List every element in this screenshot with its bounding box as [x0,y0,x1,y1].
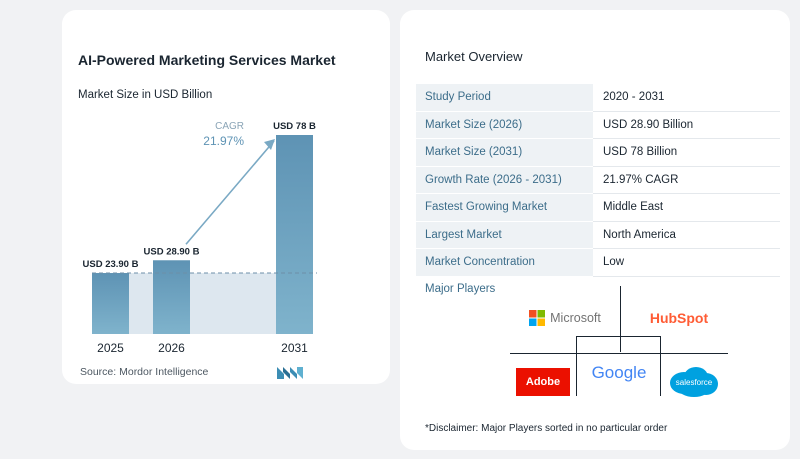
x-tick-label: 2025 [97,341,124,355]
hubspot-wordmark: HubSpot [649,310,709,326]
bar [276,135,313,334]
adobe-logo: Adobe [516,368,570,396]
row-label: Market Size (2031) [416,138,593,167]
overview-title: Market Overview [425,49,523,64]
bar [153,260,190,334]
table-row: Market Size (2026) USD 28.90 Billion [416,111,780,139]
row-value: Low [593,248,780,277]
grid-divider [576,336,661,337]
table-row: Market Size (2031) USD 78 Billion [416,138,780,167]
mordor-intelligence-logo [277,367,303,379]
major-players-grid: Microsoft HubSpot Adobe Google salesforc… [400,10,790,450]
cagr-arrow-line [185,140,275,245]
grid-divider [620,286,621,352]
chart-title: AI-Powered Marketing Services Market [78,52,336,68]
row-label: Largest Market [416,221,593,249]
grid-divider [660,336,661,396]
row-label: Fastest Growing Market [416,193,593,222]
grid-divider [510,353,728,354]
disclaimer-text: *Disclaimer: Major Players sorted in no … [425,423,668,434]
row-label: Market Size (2026) [416,111,593,139]
row-label: Study Period [416,84,593,112]
grid-divider [576,336,577,396]
row-value: USD 78 Billion [593,138,780,167]
row-label: Growth Rate (2026 - 2031) [416,166,593,194]
row-value: 2020 - 2031 [593,84,780,112]
salesforce-logo: salesforce [668,365,720,399]
adobe-wordmark: Adobe [525,376,561,388]
major-players-title: Major Players [425,283,496,295]
chart-source: Source: Mordor Intelligence [80,366,209,378]
chart-subtitle: Market Size in USD Billion [78,89,213,101]
table-row: Growth Rate (2026 - 2031) 21.97% CAGR [416,166,780,194]
bar-value-label: USD 28.90 B [144,246,200,257]
table-row: Market Concentration Low [416,248,780,277]
row-value: North America [593,221,780,249]
bar-value-label: USD 23.90 B [83,259,139,270]
market-overview-panel: Market Overview Study Period 2020 - 2031 … [400,10,790,450]
x-tick-label: 2026 [158,341,185,355]
row-value: 21.97% CAGR [593,166,780,194]
table-row: Fastest Growing Market Middle East [416,193,780,222]
microsoft-squares-icon [529,310,546,326]
microsoft-logo: Microsoft [520,306,610,330]
row-value: USD 28.90 Billion [593,111,780,139]
salesforce-cloud-icon [670,367,718,397]
table-row: Study Period 2020 - 2031 [416,84,780,112]
cagr-label: CAGR [215,121,244,132]
hubspot-logo: HubSpot [638,306,720,330]
row-value: Middle East [593,193,780,222]
google-logo: Google [582,360,656,386]
cagr-value: 21.97% [203,134,244,148]
table-row: Largest Market North America [416,221,780,249]
salesforce-wordmark: salesforce [675,377,713,387]
x-tick-label: 2031 [281,341,308,355]
bar-value-label: USD 78 B [273,121,316,132]
bar-chart: USD 23.90 B 2025 USD 28.90 B 2026 USD 78 B 20… [83,121,317,355]
chart-card: AI-Powered Marketing Services Market Mar… [62,10,390,384]
google-wordmark: Google [591,363,647,382]
row-label: Market Concentration [416,248,593,277]
bar [92,273,129,334]
cagr-arrowhead [264,139,275,150]
overview-table: Study Period 2020 - 2031 Market Size (202… [416,84,780,277]
microsoft-wordmark: Microsoft [550,311,601,325]
